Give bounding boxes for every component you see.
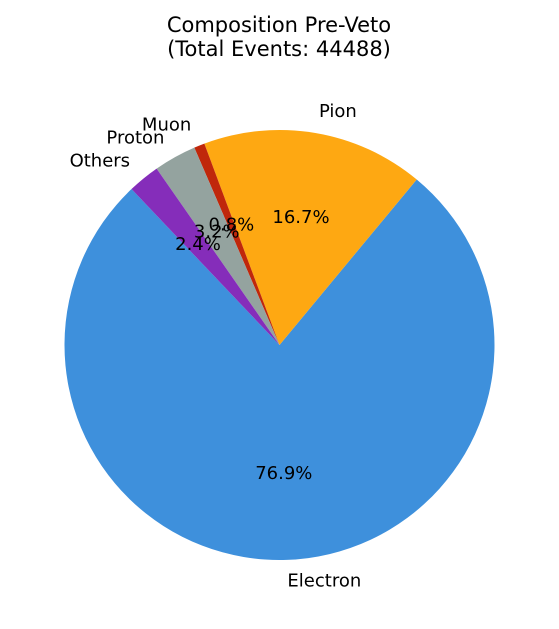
slice-proton: [156, 147, 280, 345]
slice-electron: [64, 179, 495, 560]
pct-label-pion: 16.7%: [272, 207, 329, 228]
slice-label-electron: Electron: [287, 570, 361, 591]
slice-label-pion: Pion: [319, 101, 357, 122]
pct-label-proton: 3.2%: [194, 221, 240, 242]
chart-title: Composition Pre-Veto: [167, 13, 391, 37]
pct-label-electron: 76.9%: [255, 463, 312, 484]
pct-label-muon: 0.8%: [209, 214, 255, 235]
slices-group: [64, 130, 495, 560]
slice-muon: [194, 143, 280, 345]
slice-label-muon: Muon: [142, 115, 191, 136]
chart-subtitle: (Total Events: 44488): [167, 37, 391, 61]
slice-others: [131, 168, 280, 345]
labels-group: Electron 76.9% Pion 16.7% Muon 0.8% Proton 3.2%…: [70, 101, 362, 592]
slice-label-others: Others: [70, 151, 131, 172]
slice-label-proton: Proton: [106, 127, 164, 148]
slice-pion: [204, 130, 417, 345]
pct-label-others: 2.4%: [175, 234, 221, 255]
